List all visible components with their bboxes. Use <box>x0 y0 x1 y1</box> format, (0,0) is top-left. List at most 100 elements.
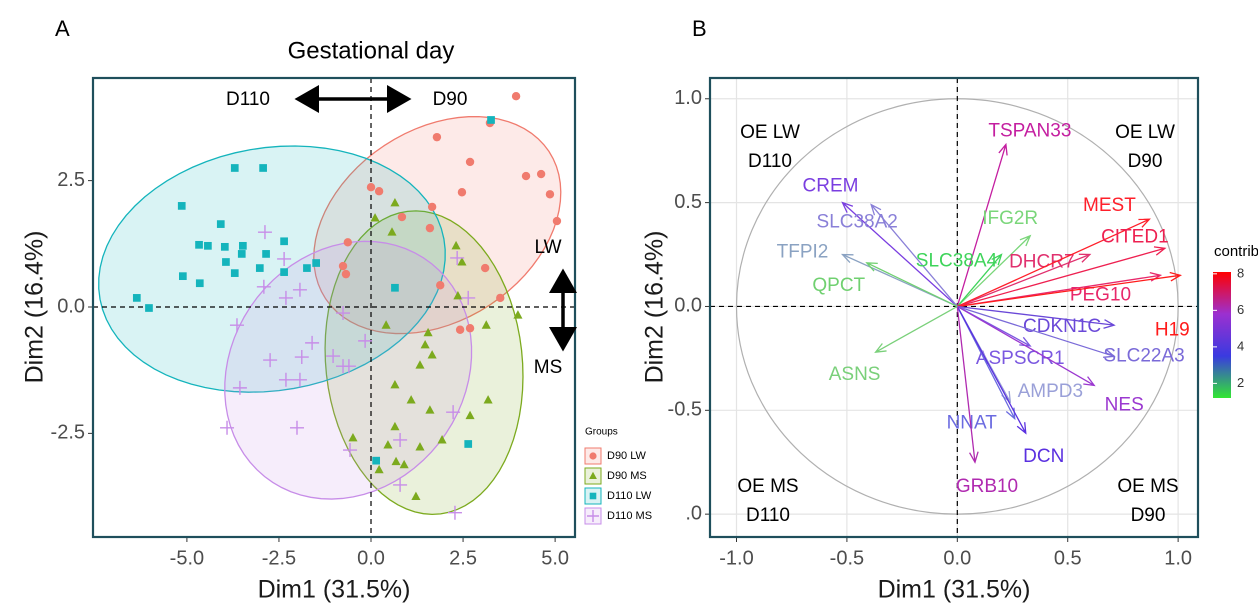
legend-marker <box>587 510 599 522</box>
x-tick-label: 0.0 <box>943 547 971 569</box>
x-axis-title: Dim1 (31.5%) <box>878 576 1031 603</box>
x-tick-label: 2.5 <box>449 547 477 569</box>
point <box>483 395 493 404</box>
variable-label: DCN <box>1023 446 1064 467</box>
point <box>232 380 247 395</box>
point <box>496 293 505 303</box>
point <box>222 258 230 266</box>
variable-label: NNAT <box>947 413 998 434</box>
point <box>545 190 555 199</box>
point <box>370 213 380 222</box>
point <box>425 405 435 414</box>
point <box>457 257 467 266</box>
point <box>393 477 408 492</box>
point <box>195 279 204 288</box>
point <box>397 212 407 222</box>
point <box>447 505 462 520</box>
point <box>457 188 467 197</box>
y-tick-label: .0 <box>685 502 702 524</box>
point <box>437 435 447 444</box>
point <box>552 216 562 226</box>
variable-arrow <box>956 306 1027 435</box>
variable-label: CDKN1C <box>1023 316 1101 337</box>
point <box>289 420 304 435</box>
legend-marker <box>589 471 597 479</box>
variable-label: H19 <box>1155 319 1190 340</box>
point <box>391 283 399 292</box>
point <box>415 442 425 451</box>
y-tick-label: -0.5 <box>668 399 702 421</box>
point <box>427 350 437 359</box>
variable-label: TSPAN33 <box>988 120 1071 141</box>
point <box>393 432 408 447</box>
point <box>372 456 381 465</box>
variable-label: PEG10 <box>1070 284 1131 305</box>
colorbar-tick-label: 2 <box>1237 375 1244 390</box>
point <box>451 240 461 250</box>
legend-label: D110 LW <box>607 490 652 502</box>
y-tick-label: -2.5 <box>51 422 85 444</box>
legend-marker <box>589 452 597 460</box>
point <box>280 237 288 246</box>
point <box>406 395 416 404</box>
variable-arrow <box>956 234 1032 307</box>
point <box>204 241 212 250</box>
point <box>256 279 271 294</box>
variable-label: TFPI2 <box>777 242 829 263</box>
point <box>145 304 153 312</box>
colorbar-title: contrib <box>1214 243 1258 260</box>
point <box>455 325 465 334</box>
panel-b: -1.0 -0.5 0.0 0.5 1.0 .0 -0.5 0.0 0.5 1.0 TSPAN33 C… <box>668 76 1258 569</box>
point <box>230 164 239 172</box>
point <box>464 440 473 448</box>
annotation: MS <box>534 357 563 378</box>
point <box>341 359 356 374</box>
point <box>255 264 264 272</box>
point <box>374 464 384 474</box>
variable-label: ASNS <box>829 364 881 385</box>
variable-label: ASPSCR1 <box>976 348 1065 369</box>
point <box>178 272 187 281</box>
point <box>220 242 229 251</box>
variable-arrow <box>956 306 979 464</box>
point <box>521 171 531 181</box>
corner-label: OE MS <box>737 476 798 497</box>
variable-label: GRB10 <box>956 476 1018 497</box>
y-tick-label: 1.0 <box>674 87 702 109</box>
variable-arrow <box>874 305 958 353</box>
legend-label: D90 MS <box>607 470 647 482</box>
point <box>390 421 400 431</box>
variable-label: IFG2R <box>982 208 1038 229</box>
legend-label: D110 MS <box>607 510 652 522</box>
point <box>391 456 401 466</box>
y-tick-label: 0.5 <box>674 191 702 213</box>
point <box>436 281 445 290</box>
point <box>461 290 476 305</box>
y-tick-label: 2.5 <box>57 169 85 191</box>
variable-arrow <box>957 305 1116 358</box>
variable-label: MEST <box>1083 195 1136 216</box>
corner-label: D110 <box>746 505 790 526</box>
point <box>465 410 475 420</box>
point <box>326 349 341 364</box>
point <box>511 91 521 101</box>
point <box>427 202 437 212</box>
point <box>230 269 239 277</box>
colorbar <box>1213 272 1231 398</box>
point <box>237 250 246 258</box>
point <box>465 324 475 333</box>
panel-label: B <box>692 16 707 41</box>
y-tick-label: 0.0 <box>57 295 85 317</box>
y-axis-title: Dim2 (16.4%) <box>21 231 49 384</box>
point <box>480 263 490 273</box>
point <box>513 310 523 319</box>
point <box>338 261 348 271</box>
annotation: LW <box>534 237 561 258</box>
colorbar-tick-label: 4 <box>1237 338 1244 353</box>
point <box>303 264 311 272</box>
x-tick-label: 1.0 <box>1164 547 1192 569</box>
variable-arrow <box>865 262 958 308</box>
annotations: D110 D90 LW MS <box>226 85 577 378</box>
